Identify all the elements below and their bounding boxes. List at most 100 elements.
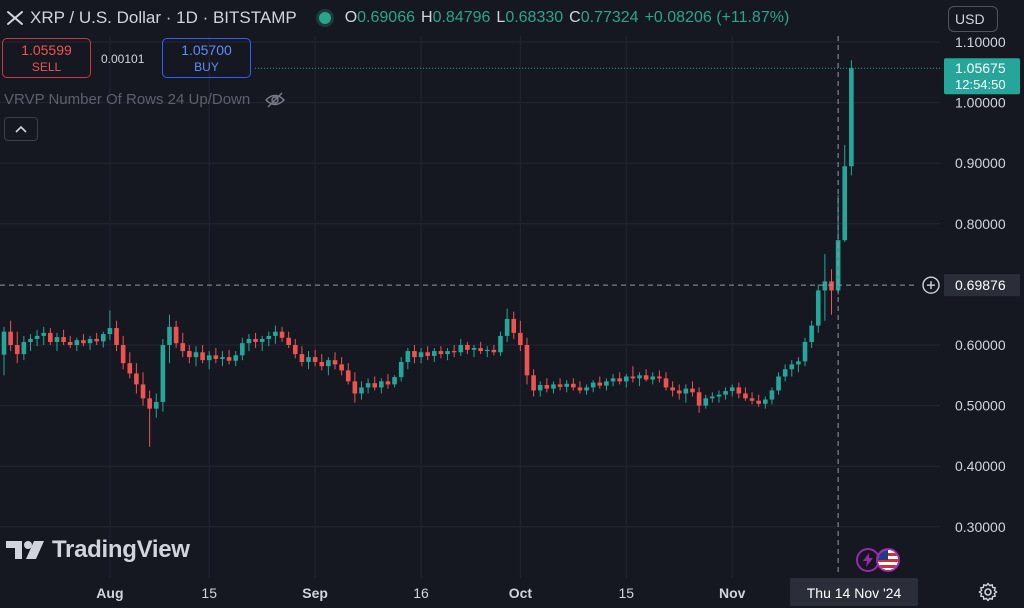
ohlc-low-key: L [496, 9, 506, 26]
candle-body [372, 383, 378, 388]
logo-text: TradingView [52, 536, 190, 563]
candle-body [259, 338, 265, 342]
y-tick-label: 1.10000 [955, 34, 1006, 50]
candle-body [120, 345, 126, 364]
x-tick-label: 15 [618, 585, 634, 601]
sell-label: SELL [31, 60, 62, 74]
candle-body [405, 351, 411, 362]
y-tick-label: 0.80000 [955, 216, 1006, 232]
ohlc-open-key: O [344, 9, 358, 26]
candle-body [8, 331, 13, 345]
current-price-badge [944, 58, 1020, 95]
ohlc-high-key: H [421, 9, 433, 26]
candle-body [809, 325, 814, 342]
sell-button[interactable]: 1.05599 SELL [2, 38, 91, 78]
ohlc-close-value: 0.77324 [580, 9, 639, 26]
tradingview-logo-icon [6, 541, 44, 559]
candle-body [392, 377, 397, 385]
candle-body [127, 363, 133, 374]
candle-body [187, 351, 192, 358]
candle-body [802, 341, 808, 362]
candle-body [710, 396, 715, 399]
candle-body [663, 378, 669, 388]
ohlc-values: O0.69066 H0.84796 L0.68330 C0.77324 +0.0… [345, 9, 790, 27]
candle-body [630, 376, 636, 379]
candle-body [511, 318, 517, 333]
candle-body [114, 328, 119, 345]
candle-body [352, 381, 358, 394]
indicator-legend[interactable]: VRVP Number Of Rows 24 Up/Down [4, 91, 286, 108]
tradingview-logo[interactable]: TradingView [6, 536, 190, 564]
candle-body [531, 375, 536, 391]
ohlc-open-value: 0.69066 [357, 9, 415, 26]
candle-body [829, 281, 834, 291]
candle-body [1, 331, 7, 355]
candle-body [789, 364, 795, 370]
candle-body [94, 338, 99, 342]
candle-body [220, 357, 225, 359]
crosshair-date-badge [790, 578, 918, 606]
y-tick-label: 1.00000 [955, 95, 1006, 111]
candle-body [623, 376, 629, 382]
event-markers[interactable] [856, 548, 900, 572]
candle-body [67, 341, 73, 345]
candle-body [425, 352, 430, 356]
eye-hidden-icon[interactable] [264, 91, 286, 108]
chart-lines [0, 36, 940, 575]
candle-body [537, 384, 543, 391]
candle-body [551, 384, 556, 389]
event-lightning-icon[interactable] [856, 548, 880, 572]
ohlc-close-key: C [569, 9, 581, 26]
candle-body [266, 335, 272, 339]
candle-body [849, 68, 854, 167]
candle-body [279, 331, 285, 338]
candle-body [577, 387, 583, 391]
x-tick-label: Aug [96, 585, 123, 601]
time-axis[interactable]: Aug 15 Sep 16 Oct 15 Nov [96, 585, 745, 601]
candle-body [41, 332, 47, 336]
candle-body [319, 361, 325, 367]
chart-header: XRP / U.S. Dollar · 1D · BITSTAMP O0.690… [0, 0, 789, 36]
x-tick-label: 15 [201, 585, 217, 601]
candle-body [544, 384, 550, 389]
candle-body [438, 351, 444, 355]
candle-body [101, 334, 106, 342]
countdown-label: 12:54:50 [955, 77, 1006, 92]
candle-body [716, 394, 722, 397]
candle-body [749, 398, 755, 401]
candle-body [743, 393, 748, 399]
candle-body [451, 351, 457, 353]
sell-price: 1.05599 [21, 42, 72, 58]
candle-body [822, 281, 828, 291]
y-tick-label: 0.40000 [955, 458, 1006, 474]
candle-body [842, 166, 848, 241]
candle-body [736, 387, 742, 394]
candle-body [564, 383, 569, 387]
price-axis[interactable]: 1.10000 1.00000 0.90000 0.80000 0.60000 0.500… [955, 34, 1006, 535]
settings-gear-icon[interactable] [978, 582, 998, 602]
candlestick-series [1, 60, 854, 447]
candle-body [206, 355, 212, 361]
candle-body [312, 357, 318, 362]
candle-body [610, 378, 616, 382]
indicator-label: VRVP Number Of Rows 24 Up/Down [4, 91, 251, 108]
x-tick-label: Oct [509, 585, 533, 601]
candle-body [432, 351, 437, 356]
chart-grid [0, 36, 940, 578]
candle-body [21, 341, 27, 355]
candle-body [696, 392, 702, 406]
candle-body [160, 345, 166, 402]
candle-body [518, 332, 523, 345]
candle-body [299, 354, 305, 362]
buy-button[interactable]: 1.05700 BUY [162, 38, 251, 78]
candle-body [504, 318, 510, 336]
candle-body [34, 335, 40, 339]
symbol-title[interactable]: XRP / U.S. Dollar · 1D · BITSTAMP [30, 8, 297, 27]
collapse-legend-button[interactable] [4, 117, 38, 141]
candle-body [729, 387, 735, 392]
currency-selector[interactable]: USD [948, 6, 998, 32]
us-flag-icon[interactable] [876, 548, 900, 572]
candle-body [776, 376, 781, 391]
